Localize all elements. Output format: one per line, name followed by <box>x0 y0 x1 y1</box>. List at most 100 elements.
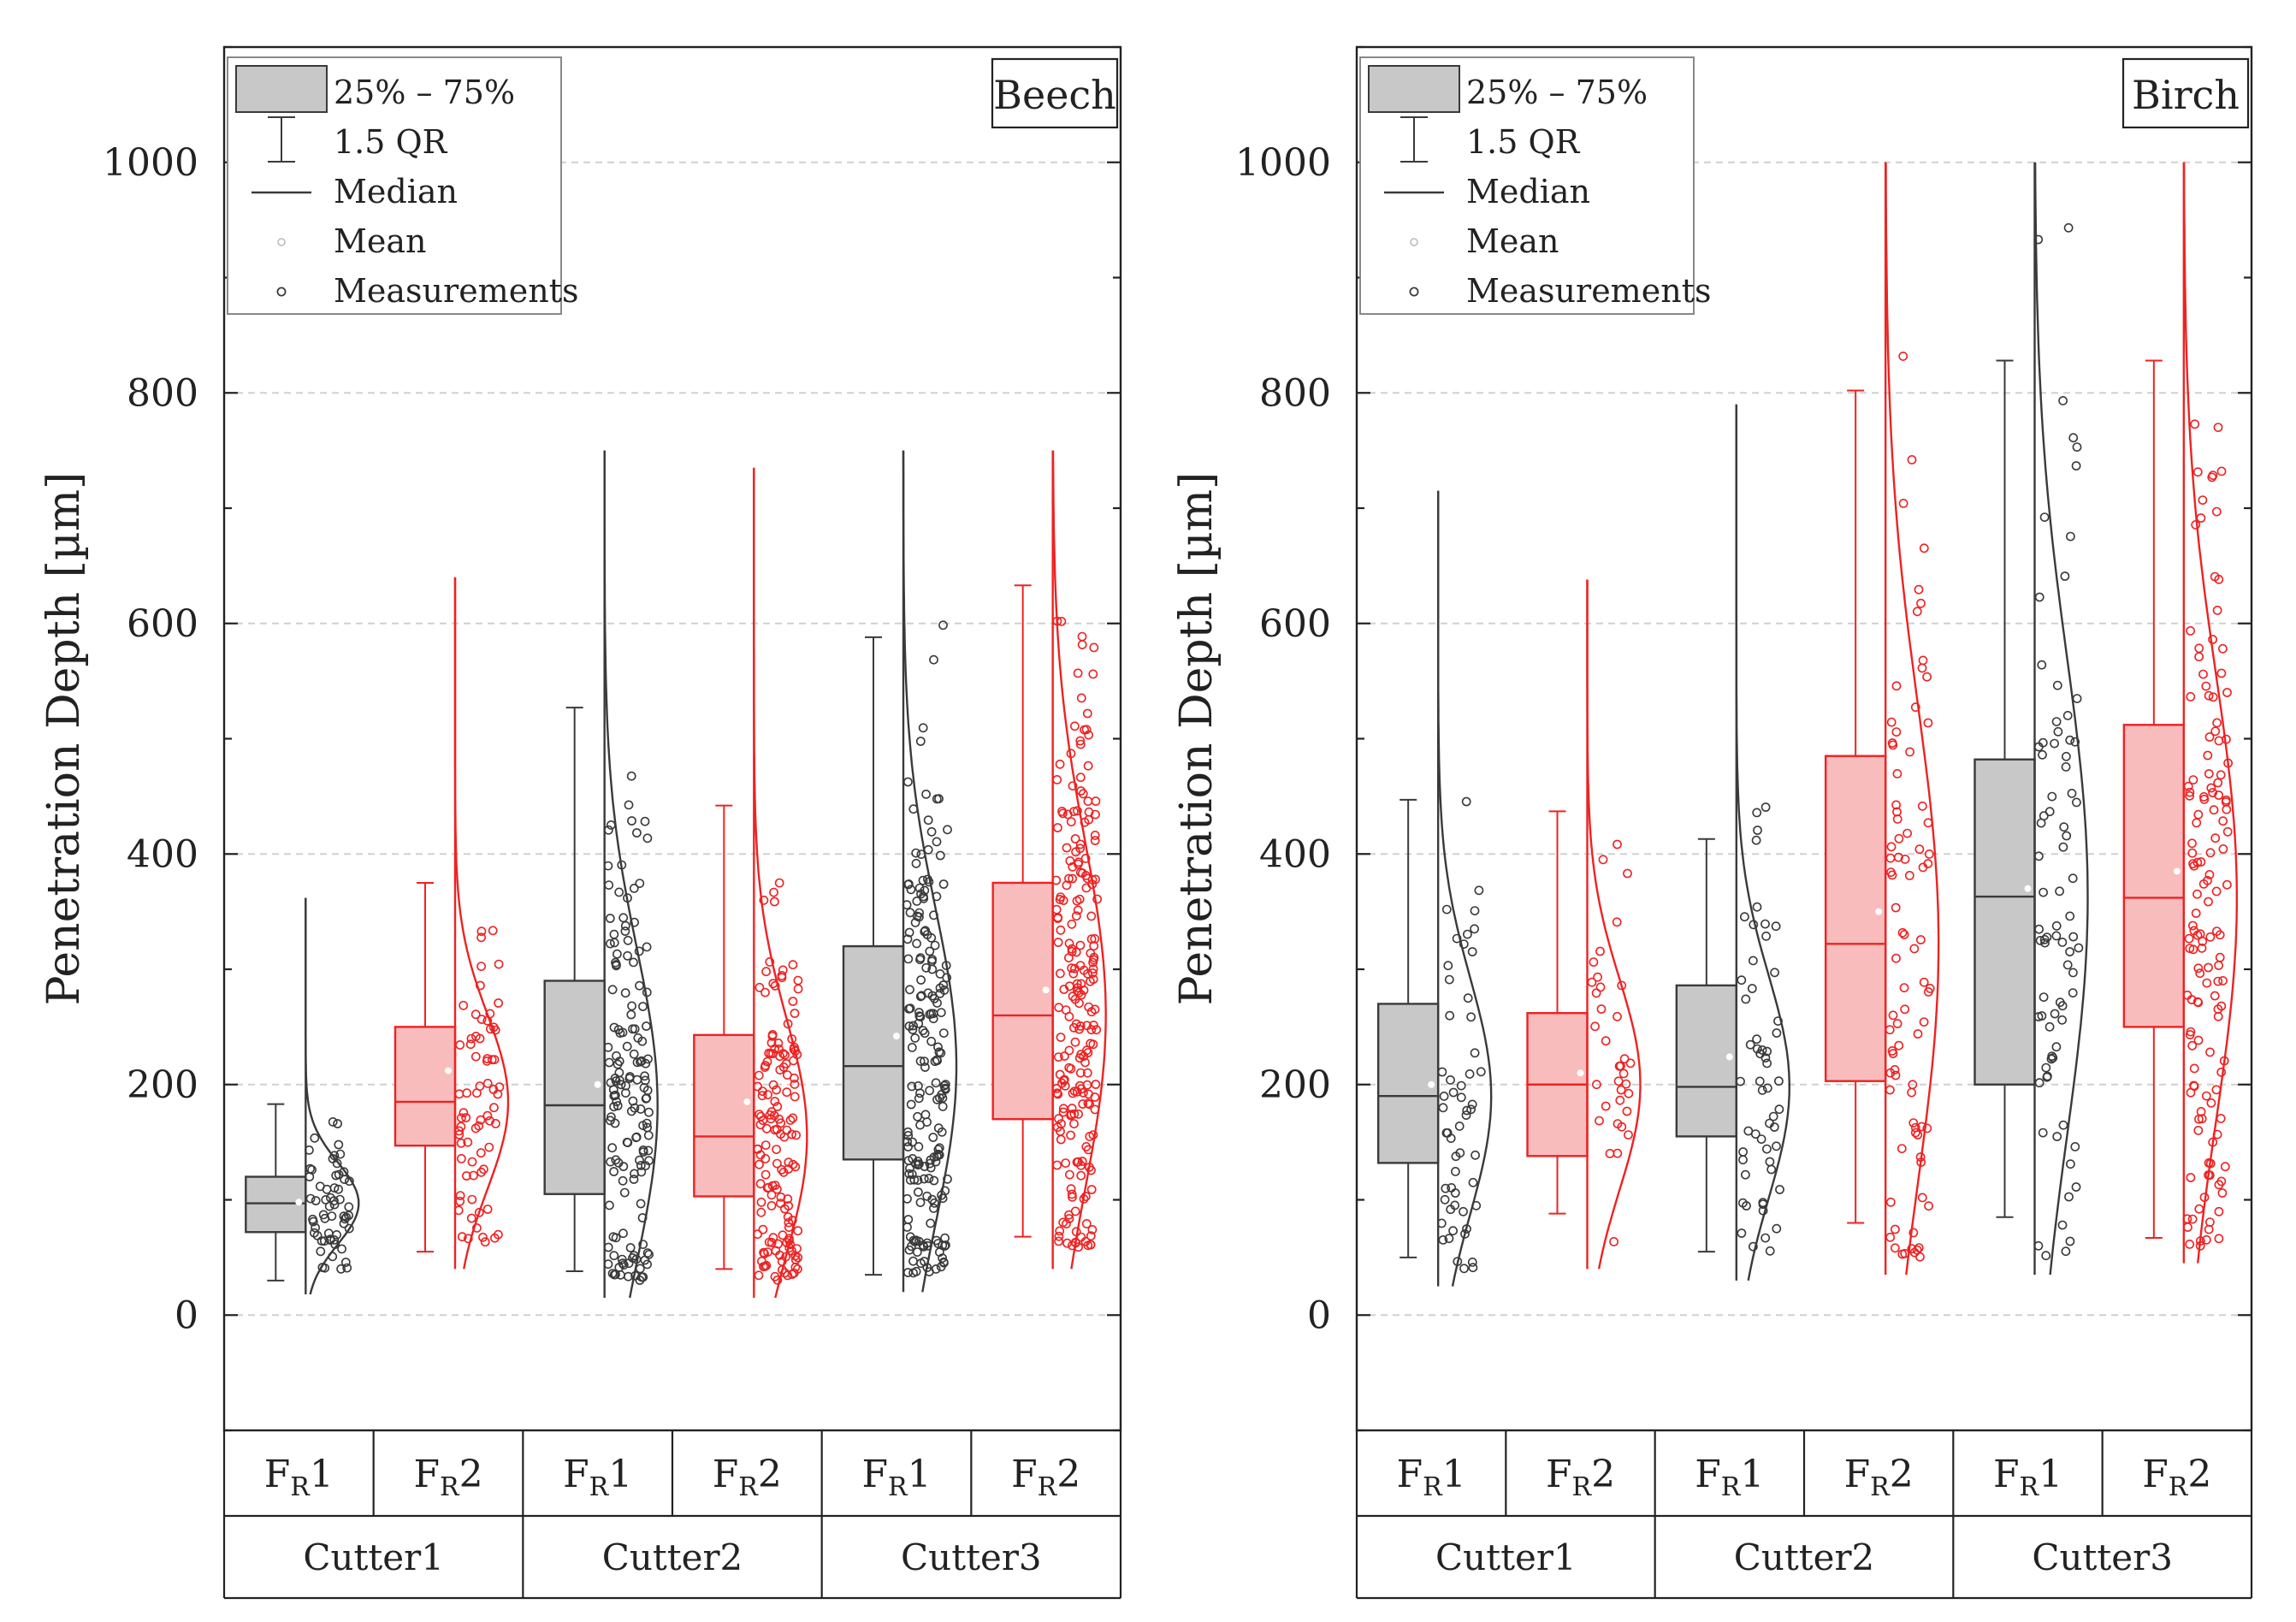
measurement-point <box>476 1148 486 1158</box>
measurement-point <box>331 1170 341 1181</box>
measurement-point <box>2061 1246 2071 1257</box>
measurement-point <box>783 1212 793 1222</box>
measurement-point <box>766 1049 776 1058</box>
measurement-point <box>1084 1002 1094 1012</box>
measurement-point <box>1625 1058 1636 1069</box>
box-iqr <box>991 881 1054 1121</box>
measurement-point <box>1068 1088 1078 1098</box>
measurement-point <box>615 1075 624 1086</box>
measurement-point <box>773 1039 784 1048</box>
measurement-point <box>310 1133 320 1143</box>
measurement-point <box>305 1172 315 1181</box>
measurement-point <box>2065 947 2074 956</box>
measurement-point <box>1740 912 1749 922</box>
measurement-point <box>904 1169 914 1179</box>
measurement-point <box>2038 1128 2048 1138</box>
measurement-point <box>463 1137 473 1147</box>
measurement-point <box>1069 1119 1079 1128</box>
measurement-point <box>2204 769 2214 778</box>
measurement-point <box>756 1197 766 1207</box>
measurement-point <box>2051 921 2062 931</box>
measurement-point <box>1073 806 1082 816</box>
measurement-point <box>912 897 922 906</box>
measurement-point <box>2051 717 2062 726</box>
measurement-point <box>320 1213 330 1223</box>
measurement-point <box>783 1019 793 1029</box>
measurement-point <box>1619 1054 1630 1064</box>
measurement-point <box>1440 1194 1450 1205</box>
measurement-point <box>1086 1185 1097 1194</box>
measurement-point <box>1617 1122 1627 1132</box>
measurement-point <box>317 1236 327 1246</box>
legend-measurements-label: Measurements <box>1466 272 1711 310</box>
mean-marker <box>1042 986 1050 994</box>
measurement-point <box>321 1195 331 1205</box>
measurement-point <box>913 1157 923 1166</box>
density-curve <box>1437 490 1493 1287</box>
measurement-point <box>1054 1003 1064 1013</box>
group-label: Cutter3 <box>2032 1536 2173 1578</box>
measurement-point <box>2189 1063 2199 1074</box>
measurement-point <box>788 1113 798 1123</box>
measurement-point <box>2068 968 2078 978</box>
measurement-point <box>2218 976 2228 986</box>
measurement-point <box>1073 983 1083 993</box>
measurement-point <box>920 926 930 937</box>
measurement-point <box>913 1111 922 1122</box>
measurement-point <box>1748 1241 1758 1252</box>
measurement-point <box>1437 1067 1447 1077</box>
measurement-point <box>2218 844 2228 854</box>
measurement-point <box>2058 1120 2068 1130</box>
measurement-point <box>793 1252 803 1263</box>
measurement-point <box>1736 1076 1745 1086</box>
measurement-point <box>911 848 921 858</box>
measurement-point <box>1090 836 1100 845</box>
panel-title: Beech <box>993 72 1116 118</box>
measurement-point <box>1070 834 1080 844</box>
measurement-point <box>2214 790 2223 800</box>
measurement-point <box>768 1080 778 1090</box>
measurement-point <box>2219 1056 2229 1066</box>
measurement-point <box>1081 883 1092 893</box>
density-curve <box>1885 162 1940 1276</box>
measurement-point <box>929 910 938 921</box>
legend-mean-label: Mean <box>1466 222 1559 260</box>
measurement-point <box>316 1246 326 1257</box>
title-box <box>2121 57 2250 129</box>
measurement-point <box>2210 726 2221 737</box>
measurement-point <box>635 1155 644 1165</box>
measurement-point <box>609 1167 618 1176</box>
measurement-point <box>941 961 951 970</box>
box-cutter1-fr2 <box>1526 579 1642 1270</box>
measurement-point <box>926 1218 936 1228</box>
measurement-point <box>2185 790 2194 801</box>
measurement-point <box>1467 1099 1477 1110</box>
measurement-point <box>1092 894 1102 904</box>
measurement-point <box>1084 730 1093 740</box>
measurement-point <box>1915 1152 1926 1162</box>
measurement-point <box>1595 1116 1604 1126</box>
box-cutter1-fr1 <box>1376 490 1493 1287</box>
density-curve <box>1586 579 1642 1270</box>
measurement-point <box>632 828 642 838</box>
measurement-point <box>919 1174 929 1184</box>
measurement-point <box>626 771 636 781</box>
measurement-point <box>330 1240 340 1249</box>
measurement-point <box>607 985 618 995</box>
measurement-point <box>1087 875 1098 885</box>
measurement-point <box>914 908 924 918</box>
measurement-point <box>778 1063 789 1072</box>
measurement-point <box>1924 1201 1933 1211</box>
measurement-point <box>606 1157 615 1167</box>
box-cutter2-fr1 <box>543 450 659 1299</box>
measurement-point <box>1616 1061 1625 1071</box>
measurement-point <box>1613 1148 1623 1158</box>
measurement-point <box>455 1191 465 1200</box>
measurement-point <box>1624 1130 1633 1140</box>
measurement-point <box>617 860 627 870</box>
measurement-point <box>1070 1037 1080 1047</box>
panel-birch: 0 200 400 600 800 1000 Penetration Depth [µm] B… <box>1171 45 2253 1600</box>
measurement-point <box>2193 963 2204 974</box>
measurement-point <box>1899 930 1909 939</box>
measurement-point <box>916 889 926 899</box>
